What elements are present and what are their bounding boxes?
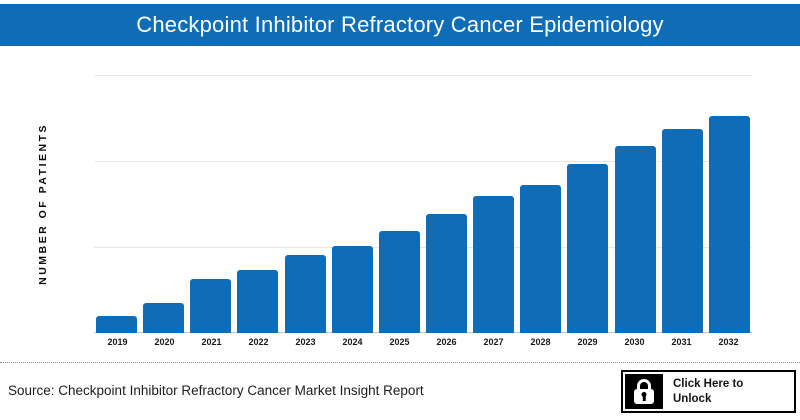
- bar-2020: [143, 303, 185, 333]
- plot-area: [94, 75, 752, 333]
- y-axis-title: NUMBER OF PATIENTS: [37, 123, 49, 285]
- lock-icon: [633, 379, 655, 404]
- bar-2031: [661, 129, 703, 333]
- bar-2029: [567, 164, 609, 333]
- x-tick-2029: 2029: [577, 337, 598, 347]
- bar-2019: [96, 316, 137, 333]
- bars: [94, 75, 752, 333]
- x-tick-2021: 2021: [201, 337, 222, 347]
- x-tick-2019: 2019: [107, 337, 128, 347]
- gridline: [94, 161, 752, 162]
- x-axis-labels: 2019 2020 2021 2022 2023 2024 2025 2026 2027 2028…: [94, 337, 752, 347]
- footer-divider: [0, 362, 800, 363]
- gridline: [94, 247, 752, 248]
- bar-2028: [520, 185, 562, 333]
- bar-2032: [708, 116, 750, 333]
- x-tick-2023: 2023: [295, 337, 316, 347]
- x-tick-2027: 2027: [483, 337, 504, 347]
- bar-2023: [284, 255, 326, 333]
- bar-2025: [378, 231, 420, 333]
- source-text: Source: Checkpoint Inhibitor Refractory …: [8, 383, 424, 398]
- x-tick-2030: 2030: [624, 337, 645, 347]
- bar-2022: [237, 270, 279, 333]
- gridline: [94, 75, 752, 76]
- header-banner: Checkpoint Inhibitor Refractory Cancer E…: [0, 4, 800, 46]
- x-tick-2024: 2024: [342, 337, 363, 347]
- x-tick-2028: 2028: [530, 337, 551, 347]
- chart-title: Checkpoint Inhibitor Refractory Cancer E…: [136, 12, 664, 37]
- unlock-label-line2: Unlock: [673, 392, 712, 405]
- x-tick-2020: 2020: [154, 337, 175, 347]
- x-tick-2022: 2022: [248, 337, 269, 347]
- lock-icon-box: [625, 374, 663, 409]
- bar-2021: [190, 279, 232, 333]
- bar-2030: [614, 146, 656, 333]
- bar-2024: [331, 246, 373, 333]
- bar-2027: [473, 196, 515, 333]
- x-tick-2025: 2025: [389, 337, 410, 347]
- x-tick-2026: 2026: [436, 337, 457, 347]
- bar-2026: [425, 214, 467, 333]
- unlock-button[interactable]: Click Here to Unlock: [621, 370, 796, 413]
- x-tick-2031: 2031: [671, 337, 692, 347]
- x-tick-2032: 2032: [718, 337, 739, 347]
- y-axis-title-wrap: NUMBER OF PATIENTS: [30, 75, 56, 333]
- unlock-button-label: Click Here to Unlock: [663, 372, 794, 411]
- unlock-label-line1: Click Here to: [673, 377, 744, 390]
